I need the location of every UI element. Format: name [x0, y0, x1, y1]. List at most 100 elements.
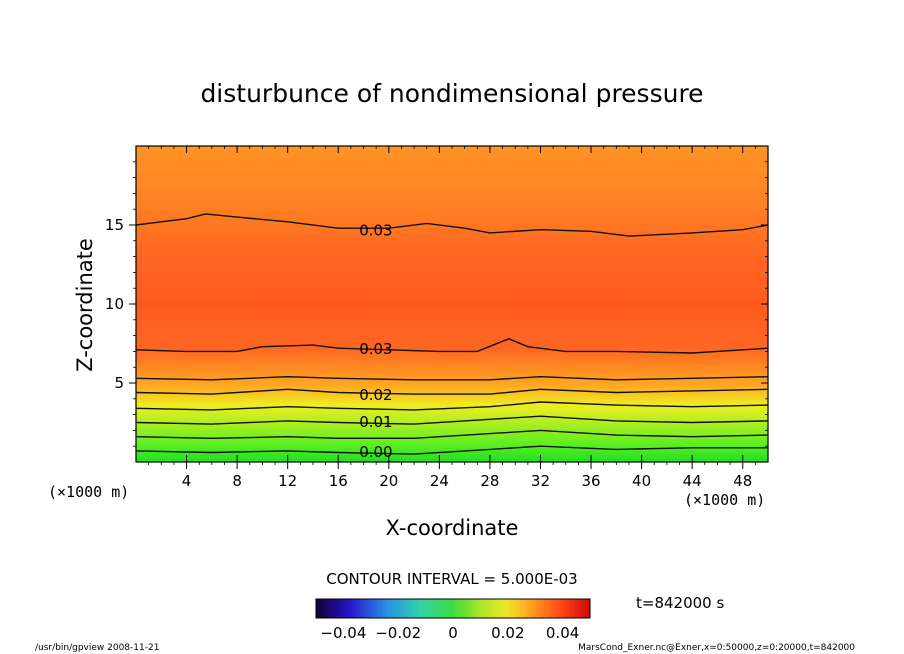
contour-line-6 — [135, 429, 769, 440]
colorbar-cell-18 — [370, 599, 375, 618]
x-tick-label-4: 20 — [379, 472, 398, 490]
colorbar-cell-40 — [437, 599, 442, 618]
contour-line-0 — [135, 213, 769, 237]
colorbar-cell-42 — [443, 599, 448, 618]
colorbar-cell-55 — [483, 599, 487, 618]
colorbar-cell-54 — [480, 599, 484, 618]
colorbar-cell-73 — [538, 599, 542, 618]
colorbar-cell-63 — [507, 599, 512, 618]
colorbar-cell-31 — [410, 599, 414, 618]
colorbar-cell-28 — [401, 599, 405, 618]
contour-line-3 — [135, 388, 769, 395]
colorbar-cell-68 — [523, 599, 527, 618]
colorbar-tick-label-4: 0.04 — [546, 624, 579, 642]
colorbar-cell-61 — [501, 599, 506, 618]
colorbar-cell-1 — [319, 599, 323, 618]
colorbar-cell-52 — [474, 599, 478, 618]
colorbar-cell-10 — [346, 599, 350, 618]
colorbar-cell-39 — [434, 599, 439, 618]
colorbar-cell-51 — [471, 599, 475, 618]
colorbar-cell-50 — [468, 599, 472, 618]
x-tick-label-11: 48 — [733, 472, 752, 490]
colorbar-cell-43 — [446, 599, 451, 618]
colorbar-cell-53 — [477, 599, 481, 618]
colorbar-cell-7 — [337, 599, 341, 618]
contour-line-5 — [135, 415, 769, 425]
colorbar-cell-41 — [440, 599, 445, 618]
x-unit-right-label: (×1000 m) — [684, 491, 765, 509]
colorbar-cell-16 — [364, 599, 369, 618]
contour-line-2 — [135, 375, 769, 381]
colorbar-cell-85 — [574, 599, 579, 618]
x-tick-label-9: 40 — [632, 472, 651, 490]
colorbar-frame — [315, 598, 591, 619]
colorbar-cell-66 — [516, 599, 521, 618]
colorbar-cell-77 — [550, 599, 554, 618]
colorbar-cell-4 — [328, 599, 332, 618]
colorbar-cell-48 — [462, 599, 466, 618]
colorbar-tick-label-1: −0.02 — [375, 624, 421, 642]
contour-label-4: 0.00 — [359, 443, 392, 461]
colorbar-cell-64 — [510, 599, 515, 618]
time-label: t=842000 s — [636, 594, 724, 612]
contour-line-1 — [135, 338, 769, 354]
contour-label-0: 0.03 — [359, 222, 392, 240]
colorbar-cell-19 — [373, 599, 378, 618]
contour-interval-text: CONTOUR INTERVAL = 5.000E-03 — [326, 570, 577, 588]
colorbar-cell-0 — [316, 599, 320, 618]
colorbar-cell-6 — [334, 599, 338, 618]
colorbar-cell-9 — [343, 599, 347, 618]
x-tick-label-7: 32 — [531, 472, 550, 490]
contour-label-1: 0.03 — [359, 340, 392, 358]
y-tick-label-2: 15 — [105, 216, 124, 234]
x-tick-label-8: 36 — [581, 472, 600, 490]
colorbar-cell-67 — [519, 599, 524, 618]
contour-lines — [135, 213, 769, 455]
colorbar-tick-label-3: 0.02 — [491, 624, 524, 642]
colorbar: −0.04 −0.02 0 0.02 0.04 — [315, 598, 591, 642]
colorbar-cell-30 — [407, 599, 411, 618]
colorbar-cell-69 — [526, 599, 530, 618]
colorbar-cell-80 — [559, 599, 563, 618]
y-tick-label-0: 5 — [114, 374, 124, 392]
colorbar-tick-label-0: −0.04 — [320, 624, 366, 642]
colorbar-cell-83 — [568, 599, 573, 618]
colorbar-cell-75 — [544, 599, 548, 618]
contour-line-4 — [135, 401, 769, 411]
colorbar-cell-37 — [428, 599, 433, 618]
x-tick-label-2: 12 — [278, 472, 297, 490]
colorbar-cell-81 — [562, 599, 567, 618]
footer-left: /usr/bin/gpview 2008-11-21 — [35, 643, 159, 653]
x-unit-left-label: (×1000 m) — [48, 483, 129, 501]
x-tick-label-5: 24 — [430, 472, 449, 490]
x-tick-label-6: 28 — [480, 472, 499, 490]
colorbar-cell-36 — [425, 599, 430, 618]
contour-line-7 — [135, 445, 768, 455]
colorbar-cell-5 — [331, 599, 335, 618]
colorbar-cell-56 — [486, 599, 490, 618]
colorbar-cell-82 — [565, 599, 570, 618]
colorbar-cell-78 — [553, 599, 557, 618]
colorbar-cell-29 — [404, 599, 408, 618]
colorbar-cell-87 — [580, 599, 585, 618]
chart-title: disturbunce of nondimensional pressure — [200, 79, 703, 108]
colorbar-cell-84 — [571, 599, 576, 618]
colorbar-cell-34 — [419, 599, 423, 618]
colorbar-cell-59 — [495, 599, 500, 618]
colorbar-cell-89 — [586, 599, 591, 618]
colorbar-cell-20 — [376, 599, 381, 618]
y-axis-label: Z-coordinate — [73, 238, 97, 372]
colorbar-cell-79 — [556, 599, 560, 618]
x-axis-label: X-coordinate — [386, 516, 519, 540]
colorbar-cell-35 — [422, 599, 426, 618]
colorbar-cell-49 — [465, 599, 469, 618]
x-tick-label-3: 16 — [329, 472, 348, 490]
colorbar-cell-2 — [322, 599, 326, 618]
colorbar-cell-11 — [349, 599, 353, 618]
colorbar-cell-72 — [535, 599, 539, 618]
colorbar-cell-12 — [352, 599, 356, 618]
colorbar-cell-58 — [492, 599, 497, 618]
colorbar-cell-47 — [459, 599, 463, 618]
colorbar-cell-70 — [529, 599, 533, 618]
